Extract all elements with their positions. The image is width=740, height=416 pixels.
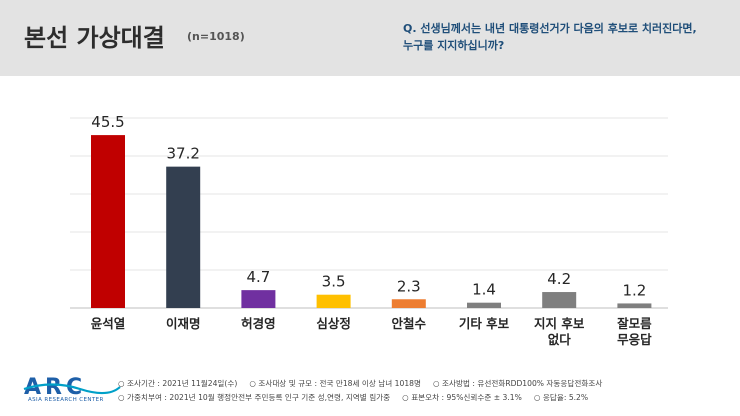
category-label: 지지 후보 없다 <box>534 316 585 347</box>
data-label: 3.5 <box>322 273 346 291</box>
survey-note: ○ 응답율: 5.2% <box>533 393 589 402</box>
data-label: 37.2 <box>166 145 199 163</box>
arc-logo: ARC <box>23 375 121 400</box>
category-label: 잘모름 무응답 <box>617 316 652 347</box>
bar <box>617 303 652 308</box>
category-label: 기타 후보 <box>459 316 510 331</box>
category-label: 심상정 <box>316 316 351 331</box>
category-label: 윤석열 <box>91 316 126 331</box>
data-label: 2.3 <box>397 277 421 295</box>
bar <box>391 299 426 308</box>
bar <box>91 135 125 308</box>
question-line-2: 누구를 지지하십니까? <box>403 39 505 52</box>
survey-note: ○ 조사기간 : 2021년 11월24일(수) <box>118 379 238 388</box>
bar <box>241 290 276 308</box>
bar <box>166 166 201 308</box>
logo-wave <box>23 383 121 395</box>
sample-size: (n=1018) <box>187 30 245 43</box>
data-label: 45.5 <box>91 113 124 131</box>
notes-row-1: ○ 조사기간 : 2021년 11월24일(수) ○ 조사대상 및 규모 : 전국… <box>118 377 614 391</box>
survey-note: ○ 가중치부여 : 2021년 10월 행정안전부 주민등록 인구 기준 성,연… <box>118 393 391 402</box>
bar-chart: 45.5 윤석열 37.2 이재명 4.7 허경영 3.5 심상정 2.3 안철수 1.4 기타 후보… <box>70 113 668 347</box>
data-label: 1.4 <box>472 281 496 299</box>
header-banner: 본선 가상대결 (n=1018) Q. 선생님께서는 내년 대통령선거가 다음의… <box>0 0 740 76</box>
category-label: 허경영 <box>241 316 276 331</box>
category-label: 이재명 <box>166 316 201 331</box>
survey-question: Q. 선생님께서는 내년 대통령선거가 다음의 후보로 치러진다면, 누구를 지… <box>403 20 733 54</box>
notes-row-2: ○ 가중치부여 : 2021년 10월 행정안전부 주민등록 인구 기준 성,연… <box>118 391 614 405</box>
bar <box>467 302 501 308</box>
data-label: 4.2 <box>547 270 571 288</box>
bar <box>542 292 577 308</box>
page-title: 본선 가상대결 <box>24 24 165 52</box>
survey-note: ○ 조사방법 : 유선전화RDD100% 자동응답전화조사 <box>433 379 603 388</box>
data-label: 1.2 <box>622 281 646 299</box>
survey-note: ○ 조사대상 및 규모 : 전국 만18세 이상 남녀 1018명 <box>249 379 421 388</box>
bar <box>316 294 351 308</box>
survey-note: ○ 표본오차 : 95%신뢰수준 ± 3.1% <box>402 393 522 402</box>
survey-notes: ○ 조사기간 : 2021년 11월24일(수) ○ 조사대상 및 규모 : 전국… <box>118 377 614 405</box>
logo-subtext: ASIA RESEARCH CENTER <box>28 397 104 403</box>
category-label: 안철수 <box>392 316 427 331</box>
data-label: 4.7 <box>246 268 270 286</box>
question-line-1: Q. 선생님께서는 내년 대통령선거가 다음의 후보로 치러진다면, <box>403 22 697 35</box>
